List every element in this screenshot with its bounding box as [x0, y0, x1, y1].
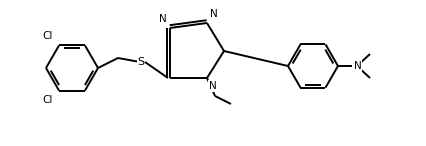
Text: Cl: Cl — [43, 94, 53, 105]
Text: S: S — [137, 57, 144, 67]
Text: N: N — [208, 81, 216, 91]
Text: N: N — [353, 61, 361, 71]
Text: N: N — [159, 14, 167, 24]
Text: Cl: Cl — [43, 32, 53, 41]
Text: N: N — [210, 9, 217, 19]
